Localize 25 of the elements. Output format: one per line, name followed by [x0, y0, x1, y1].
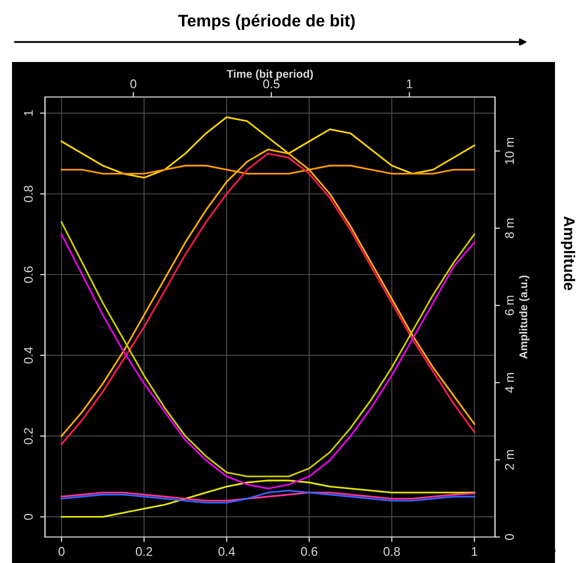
y-tick-label: 1: [24, 110, 33, 116]
y-tick-label: 0.2: [24, 428, 33, 444]
y2-tick-label: 10 m: [505, 138, 514, 164]
y-tick-label: 0.6: [24, 266, 33, 283]
x2-tick-label: 0.5: [263, 79, 280, 88]
x-tick-label: 0: [58, 547, 64, 556]
x2-axis-title: Time (bit period): [226, 70, 313, 80]
y-tick-label: 0.8: [24, 186, 33, 202]
y2-axis-title: Amplitude (a.u.): [519, 276, 530, 359]
x-tick-label: 1: [472, 547, 478, 556]
y2-tick-label: 0: [505, 534, 514, 540]
x2-tick-label: 1: [406, 80, 412, 88]
y2-tick-label: 4 m: [505, 373, 514, 393]
y-tick-label: 0: [24, 514, 33, 520]
x-tick-label: 0.6: [301, 547, 318, 556]
x-tick-label: 0.2: [136, 547, 152, 556]
text: Amplitude: [560, 216, 576, 290]
x-tick-label: 0.8: [384, 547, 400, 556]
y2-tick-label: 6 m: [505, 296, 514, 316]
y2-tick-label: 8 m: [505, 218, 514, 238]
chart-title: Temps (période de bit): [178, 14, 355, 30]
x-tick-label: 0.4: [218, 547, 235, 556]
y2-tick-label: 2 m: [505, 450, 514, 470]
x2-tick-label: 0: [130, 79, 136, 88]
y-tick-label: 0.4: [24, 347, 33, 364]
